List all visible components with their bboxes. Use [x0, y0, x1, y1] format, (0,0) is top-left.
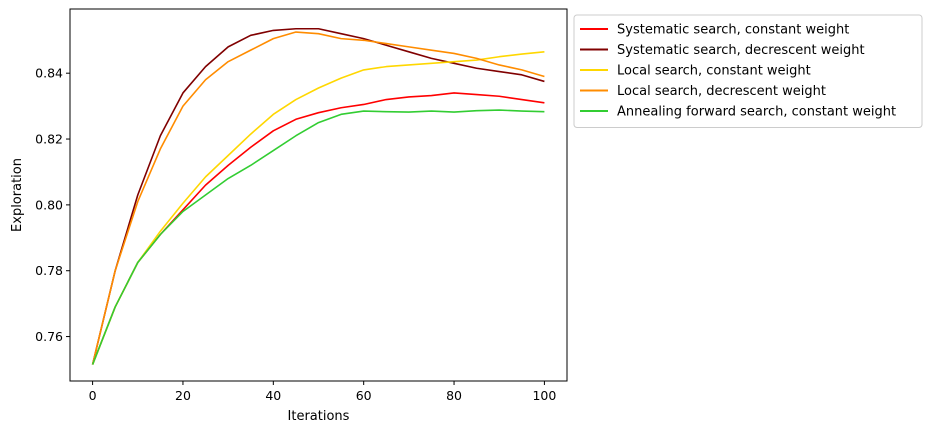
y-axis-label: Exploration [10, 158, 25, 232]
y-tick-label: 0.80 [35, 197, 63, 212]
x-tick-label: 40 [265, 388, 281, 403]
legend-items: Systematic search, constant weight System… [580, 23, 896, 120]
x-tick-label: 100 [532, 388, 556, 403]
series-lines [91, 27, 545, 365]
plot-frame [69, 8, 568, 382]
series-line-2 [91, 27, 545, 365]
plot-area [69, 8, 568, 382]
series-line-1 [91, 92, 545, 365]
legend-label-1: Systematic search, constant weight [617, 23, 849, 38]
legend: Systematic search, constant weight System… [573, 14, 923, 128]
legend-label-2: Systematic search, decrescent weight [617, 43, 865, 58]
y-tick-label: 0.84 [35, 66, 63, 81]
y-tick-label: 0.82 [35, 132, 63, 147]
x-tick-label: 0 [89, 388, 97, 403]
x-tick-label: 80 [446, 388, 462, 403]
x-axis: 0 20 40 60 80 100 [89, 381, 556, 403]
x-tick-label: 20 [175, 388, 191, 403]
x-tick-label: 60 [356, 388, 372, 403]
y-tick-label: 0.78 [35, 263, 63, 278]
legend-label-3: Local search, constant weight [617, 64, 811, 79]
legend-box [573, 14, 923, 128]
series-line-5 [91, 109, 545, 365]
legend-label-5: Annealing forward search, constant weigh… [617, 105, 896, 120]
x-axis-label: Iterations [288, 409, 350, 424]
legend-label-4: Local search, decrescent weight [617, 84, 826, 99]
y-axis: 0.76 0.78 0.80 0.82 0.84 [35, 66, 70, 344]
y-tick-label: 0.76 [35, 329, 63, 344]
series-line-4 [91, 31, 545, 365]
series-line-3 [91, 51, 545, 365]
